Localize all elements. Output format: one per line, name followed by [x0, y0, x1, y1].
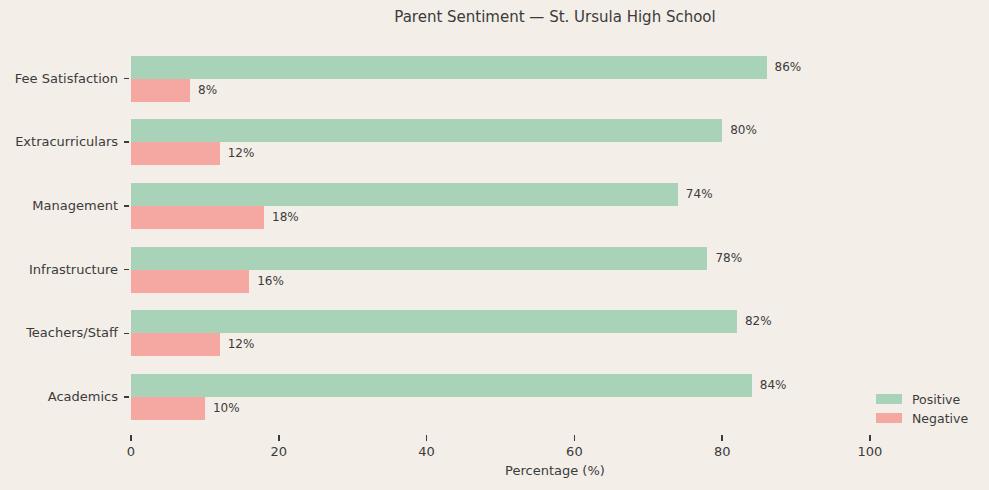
legend: Positive Negative [876, 391, 968, 426]
y-axis-tick [124, 141, 129, 143]
legend-swatch-negative [876, 413, 902, 423]
x-axis-tick [130, 435, 132, 441]
y-axis-tick [124, 333, 129, 335]
category-label: Fee Satisfaction [0, 71, 118, 87]
value-label: 10% [213, 401, 240, 416]
value-label: 18% [272, 210, 299, 225]
parent-sentiment-chart: Parent Sentiment — St. Ursula High Schoo… [0, 0, 989, 490]
negative-bar [131, 142, 220, 165]
category-label: Extracurriculars [0, 134, 118, 150]
y-axis-tick [124, 396, 129, 398]
x-axis-tick [426, 435, 428, 441]
negative-bar [131, 270, 249, 293]
legend-entry: Negative [876, 410, 968, 426]
category-label: Infrastructure [0, 262, 118, 278]
category-label: Academics [0, 389, 118, 405]
legend-swatch-positive [876, 394, 902, 404]
value-label: 8% [198, 83, 217, 98]
value-label: 78% [715, 251, 742, 266]
y-axis-tick [124, 205, 129, 207]
positive-bar [131, 310, 737, 333]
negative-bar [131, 79, 190, 102]
value-label: 84% [760, 378, 787, 393]
x-axis-tick [278, 435, 280, 441]
positive-bar [131, 56, 767, 79]
x-axis-tick [721, 435, 723, 441]
value-label: 80% [730, 123, 757, 138]
value-label: 86% [775, 60, 802, 75]
category-label: Teachers/Staff [0, 325, 118, 341]
negative-bar [131, 206, 264, 229]
x-axis-tick-label: 80 [700, 444, 744, 459]
positive-bar [131, 119, 722, 142]
legend-label: Negative [912, 411, 968, 426]
positive-bar [131, 183, 678, 206]
value-label: 12% [228, 337, 255, 352]
negative-bar [131, 333, 220, 356]
y-axis-tick [124, 78, 129, 80]
value-label: 12% [228, 146, 255, 161]
category-label: Management [0, 198, 118, 214]
x-axis-tick [574, 435, 576, 441]
x-axis-label: Percentage (%) [131, 463, 979, 478]
value-label: 74% [686, 187, 713, 202]
negative-bar [131, 397, 205, 420]
legend-label: Positive [912, 392, 960, 407]
value-label: 82% [745, 314, 772, 329]
x-axis-tick-label: 40 [405, 444, 449, 459]
x-axis-tick [869, 435, 871, 441]
x-axis-tick-label: 60 [552, 444, 596, 459]
y-axis-tick [124, 269, 129, 271]
positive-bar [131, 374, 752, 397]
legend-entry: Positive [876, 391, 968, 407]
x-axis-tick-label: 20 [257, 444, 301, 459]
value-label: 16% [257, 274, 284, 289]
x-axis-tick-label: 100 [848, 444, 892, 459]
x-axis-tick-label: 0 [109, 444, 153, 459]
positive-bar [131, 247, 707, 270]
plot-area: Fee Satisfaction 86% 8% Extracurriculars 80%… [0, 0, 989, 490]
